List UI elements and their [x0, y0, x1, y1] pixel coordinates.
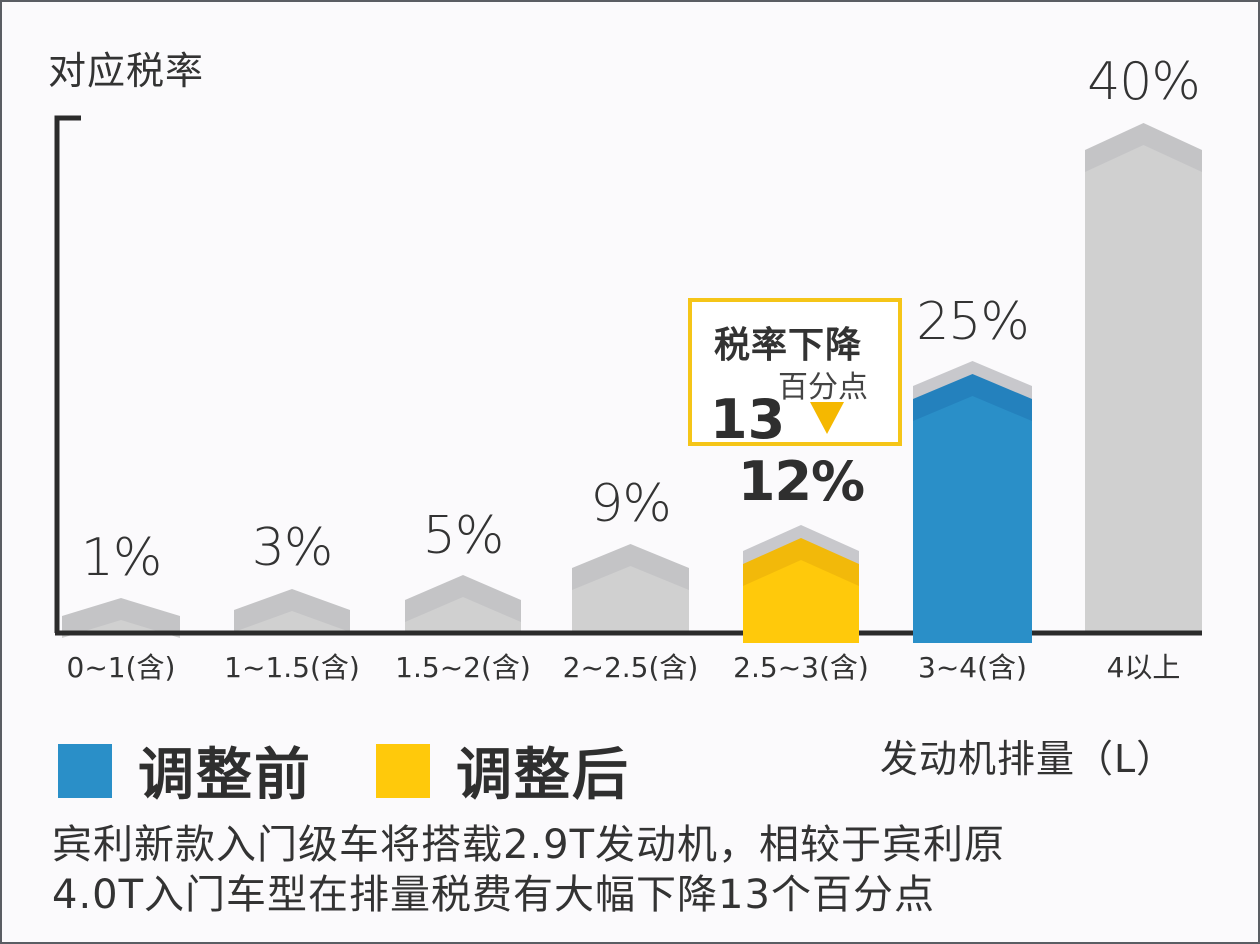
bar-body: [1085, 145, 1202, 633]
bar-body: [62, 620, 180, 638]
legend-swatch-yellow: [376, 743, 430, 798]
bar-cap: [743, 525, 859, 565]
value-label: 3%: [251, 518, 333, 578]
legend-item-before: 调整前: [58, 730, 312, 811]
legend-label-after: 调整后: [456, 743, 630, 808]
bar-base: [913, 630, 1032, 643]
bar-body: [572, 566, 689, 633]
bar-body: [743, 560, 859, 643]
value-label: 5%: [422, 506, 504, 566]
value-label: 1%: [80, 528, 162, 588]
x-tick-label: 2.5~3(含): [733, 651, 869, 684]
value-label: 12%: [737, 450, 865, 513]
x-tick-label: 2~2.5(含): [562, 651, 699, 684]
value-label: 25%: [916, 292, 1030, 352]
x-tick-label: 1.5~2(含): [395, 651, 531, 684]
bar-body: [913, 396, 1032, 643]
y-axis-title: 对应税率: [48, 49, 205, 93]
legend-item-after: 调整后: [376, 730, 630, 811]
x-tick-label: 0~1(含): [66, 651, 176, 684]
down-arrow-icon: [810, 402, 844, 434]
x-axis-title: 发动机排量（L）: [880, 737, 1176, 781]
caption: 宾利新款入门级车将搭载2.9T发动机，相较于宾利原 4.0T入门车型在排量税费有…: [52, 820, 1232, 920]
x-tick-label: 1~1.5(含): [224, 651, 360, 684]
callout-unit: 百分点: [778, 370, 868, 405]
caption-line-2: 4.0T入门车型在排量税费有大幅下降13个百分点: [52, 872, 935, 918]
y-axis-line: [54, 115, 81, 633]
bar-body: [234, 611, 350, 633]
tax-drop-callout: 税率下降 百分点 13: [688, 298, 902, 451]
legend-label-before: 调整前: [138, 743, 312, 808]
callout-number: 13: [710, 388, 786, 451]
bar-0: [62, 598, 180, 633]
bar-body: [405, 597, 521, 633]
legend-swatch-blue: [58, 743, 112, 798]
value-label: 40%: [1087, 52, 1201, 112]
x-tick-label: 4以上: [1106, 651, 1181, 684]
bar-base: [743, 630, 859, 643]
x-tick-label: 3~4(含): [918, 651, 1027, 684]
caption-line-1: 宾利新款入门级车将搭载2.9T发动机，相较于宾利原: [52, 822, 1006, 868]
bar-cap: [913, 361, 1032, 400]
callout-title: 税率下降: [714, 325, 863, 366]
value-label: 9%: [590, 474, 671, 534]
